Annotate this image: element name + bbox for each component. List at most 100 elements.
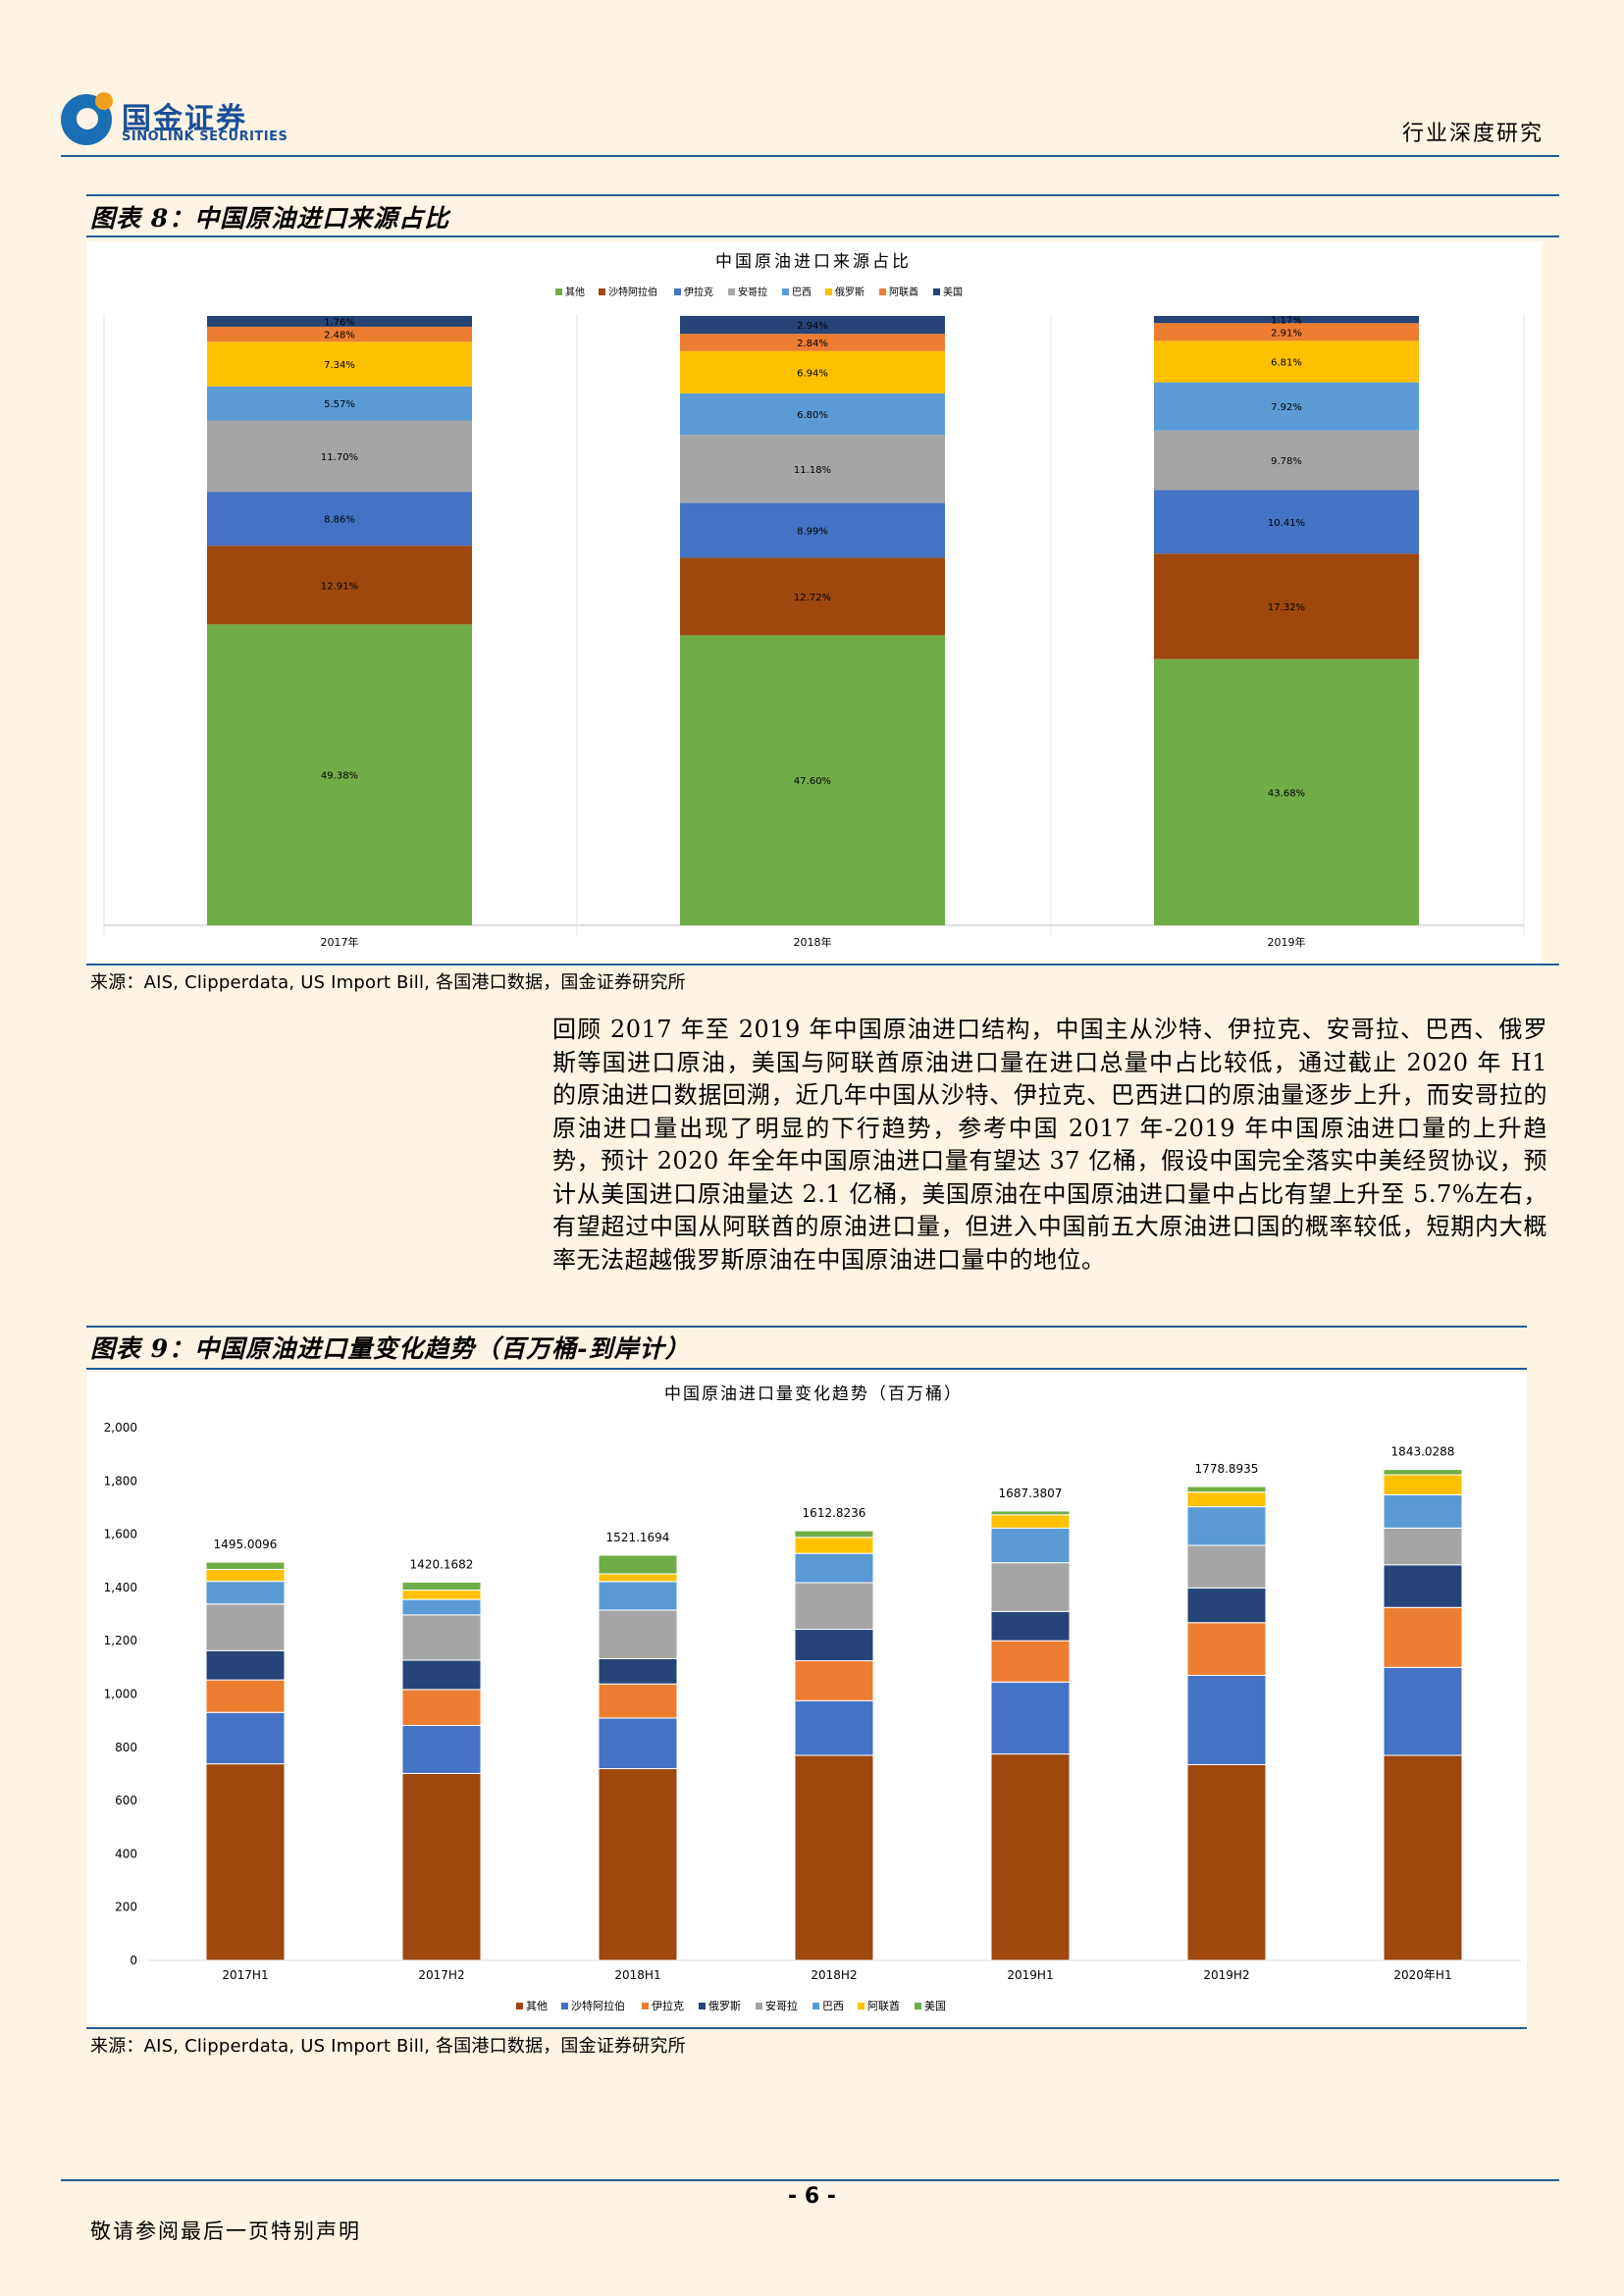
chart9-bar-segment bbox=[401, 1725, 482, 1774]
fig8-top-rule bbox=[86, 194, 1559, 196]
chart8-data-label: 2.94% bbox=[797, 321, 828, 332]
chart8-bar-segment bbox=[207, 326, 472, 342]
chart9-legend-swatch bbox=[756, 2003, 762, 2009]
chart9-total-label: 1495.0096 bbox=[214, 1538, 278, 1551]
chart8-data-label: 11.18% bbox=[794, 465, 831, 476]
chart9-x-tick: 2017H1 bbox=[222, 1968, 268, 1982]
chart8-data-label: 7.92% bbox=[1271, 402, 1302, 413]
chart9-bar-segment bbox=[1186, 1622, 1267, 1676]
chart9-bar-segment bbox=[794, 1582, 874, 1631]
chart9-x-tick: 2018H2 bbox=[811, 1968, 857, 1982]
chart8-bar-segment bbox=[680, 315, 945, 335]
chart9-bar-segment bbox=[1383, 1469, 1463, 1476]
chart9-legend-swatch bbox=[516, 2003, 523, 2009]
chart8-bar-segment bbox=[680, 557, 945, 636]
chart9-bar-segment bbox=[205, 1581, 286, 1605]
chart8-bar-segment bbox=[1154, 323, 1419, 341]
chart9-bar-segment bbox=[794, 1754, 874, 1961]
chart9-y-tick: 800 bbox=[115, 1741, 137, 1754]
chart9-y-tick: 0 bbox=[130, 1954, 137, 1967]
footer-rule bbox=[61, 2179, 1559, 2181]
chart8-bar-segment bbox=[207, 624, 472, 925]
chart9-y-tick: 1,000 bbox=[104, 1688, 137, 1701]
chart8-area: 中国原油进口来源占比 其他 沙特阿拉伯 伊拉克 安哥拉 巴西 俄罗斯 阿联酋 美国 49.38% 1… bbox=[86, 241, 1542, 963]
chart9-legend-swatch bbox=[561, 2003, 568, 2009]
chart9-bar-segment bbox=[598, 1554, 678, 1575]
chart8-legend-swatch bbox=[825, 288, 832, 295]
chart9-legend-swatch bbox=[699, 2003, 706, 2009]
chart8-legend-swatch bbox=[674, 288, 681, 295]
chart9-y-tick: 2,000 bbox=[104, 1421, 137, 1435]
chart8-bar-segment bbox=[1154, 658, 1419, 925]
chart8-legend-swatch bbox=[933, 288, 940, 295]
chart9-y-tick: 600 bbox=[115, 1794, 137, 1807]
chart9-legend-swatch bbox=[642, 2003, 649, 2009]
chart8-data-label: 6.80% bbox=[797, 410, 828, 421]
chart9-total-label: 1612.8236 bbox=[803, 1506, 866, 1520]
chart9-legend-label: 巴西 bbox=[822, 2000, 844, 2012]
logo-icon-dot bbox=[95, 92, 113, 110]
chart8-bar-segment bbox=[207, 420, 472, 493]
chart8-bar-segment bbox=[207, 386, 472, 421]
chart9-y-tick: 1,200 bbox=[104, 1634, 137, 1647]
chart9-bar-segment bbox=[990, 1510, 1071, 1516]
logo-cn: 国金证券 bbox=[122, 102, 247, 136]
chart8-bar-segment bbox=[207, 316, 472, 327]
chart9-bar-segment bbox=[1186, 1486, 1267, 1493]
chart9-bar-segment bbox=[794, 1530, 874, 1539]
chart8-data-label: 17.32% bbox=[1268, 602, 1305, 613]
chart9-bar-segment bbox=[1383, 1666, 1463, 1756]
chart8-legend-swatch bbox=[728, 288, 735, 295]
chart8-data-label: 47.60% bbox=[794, 776, 831, 787]
chart8-bar-segment bbox=[1154, 490, 1419, 554]
chart8-data-label: 9.78% bbox=[1271, 456, 1302, 467]
chart8-data-label: 8.99% bbox=[797, 526, 828, 537]
chart8-data-label: 11.70% bbox=[321, 452, 358, 463]
chart9-bar-segment bbox=[205, 1568, 286, 1583]
chart8-data-label: 43.68% bbox=[1268, 788, 1305, 799]
chart9-bar-segment bbox=[598, 1581, 678, 1611]
chart9-bar-segment bbox=[598, 1717, 678, 1770]
chart9-y-tick: 200 bbox=[115, 1901, 137, 1914]
chart9-legend-label: 安哥拉 bbox=[765, 1999, 798, 2012]
fig9-title-rule bbox=[86, 1368, 1527, 1370]
chart9-bar-segment bbox=[1186, 1587, 1267, 1624]
chart9-bar-segment bbox=[598, 1683, 678, 1719]
fig9-bottom-rule bbox=[86, 2027, 1527, 2029]
chart8-legend-label: 阿联酋 bbox=[889, 286, 918, 298]
chart9-bar-segment bbox=[205, 1603, 286, 1651]
chart8-data-label: 6.94% bbox=[797, 368, 828, 379]
chart9-bar-segment bbox=[1186, 1674, 1267, 1765]
chart9-bar-segment bbox=[401, 1772, 482, 1961]
chart9-y-tick: 400 bbox=[115, 1847, 137, 1860]
chart9-bar-segment bbox=[1383, 1564, 1463, 1608]
chart9-legend-swatch bbox=[915, 2003, 921, 2009]
fig9-source: 来源：AIS, Clipperdata, US Import Bill, 各国港… bbox=[90, 2036, 686, 2057]
fig9-top-rule bbox=[86, 1326, 1527, 1328]
chart8-title: 中国原油进口来源占比 bbox=[715, 252, 912, 272]
chart9-total-label: 1420.1682 bbox=[410, 1557, 474, 1571]
report-type: 行业深度研究 bbox=[1401, 122, 1544, 146]
fig9-label: 图表 9：中国原油进口量变化趋势（百万桶-到岸计） bbox=[90, 1334, 691, 1363]
chart8-bar-segment bbox=[680, 334, 945, 351]
chart8-data-label: 12.91% bbox=[321, 581, 358, 592]
chart9-legend-label: 俄罗斯 bbox=[708, 2000, 741, 2012]
chart8-data-label: 1.76% bbox=[324, 317, 355, 328]
chart9-legend-label: 伊拉克 bbox=[652, 1999, 684, 2012]
chart8-legend-label: 巴西 bbox=[792, 287, 812, 298]
chart9-bar-segment bbox=[1186, 1544, 1267, 1589]
chart9-bar-segment bbox=[1186, 1491, 1267, 1508]
chart8-legend-label: 沙特阿拉伯 bbox=[608, 286, 657, 298]
chart8-data-label: 12.72% bbox=[794, 593, 831, 603]
chart9-bar-segment bbox=[401, 1581, 482, 1592]
chart9-bar-segment bbox=[401, 1659, 482, 1691]
chart8-bar-segment bbox=[680, 350, 945, 393]
chart9-bar-segment bbox=[1186, 1763, 1267, 1961]
chart8-x-tick: 2018年 bbox=[794, 935, 832, 949]
chart8-bar-segment bbox=[207, 546, 472, 625]
chart8-bar-segment bbox=[680, 635, 945, 925]
chart8-data-label: 6.81% bbox=[1271, 357, 1302, 368]
chart9-bar-segment bbox=[598, 1573, 678, 1583]
chart9-bar-segment bbox=[205, 1763, 286, 1961]
chart8-data-label: 2.84% bbox=[797, 339, 828, 349]
